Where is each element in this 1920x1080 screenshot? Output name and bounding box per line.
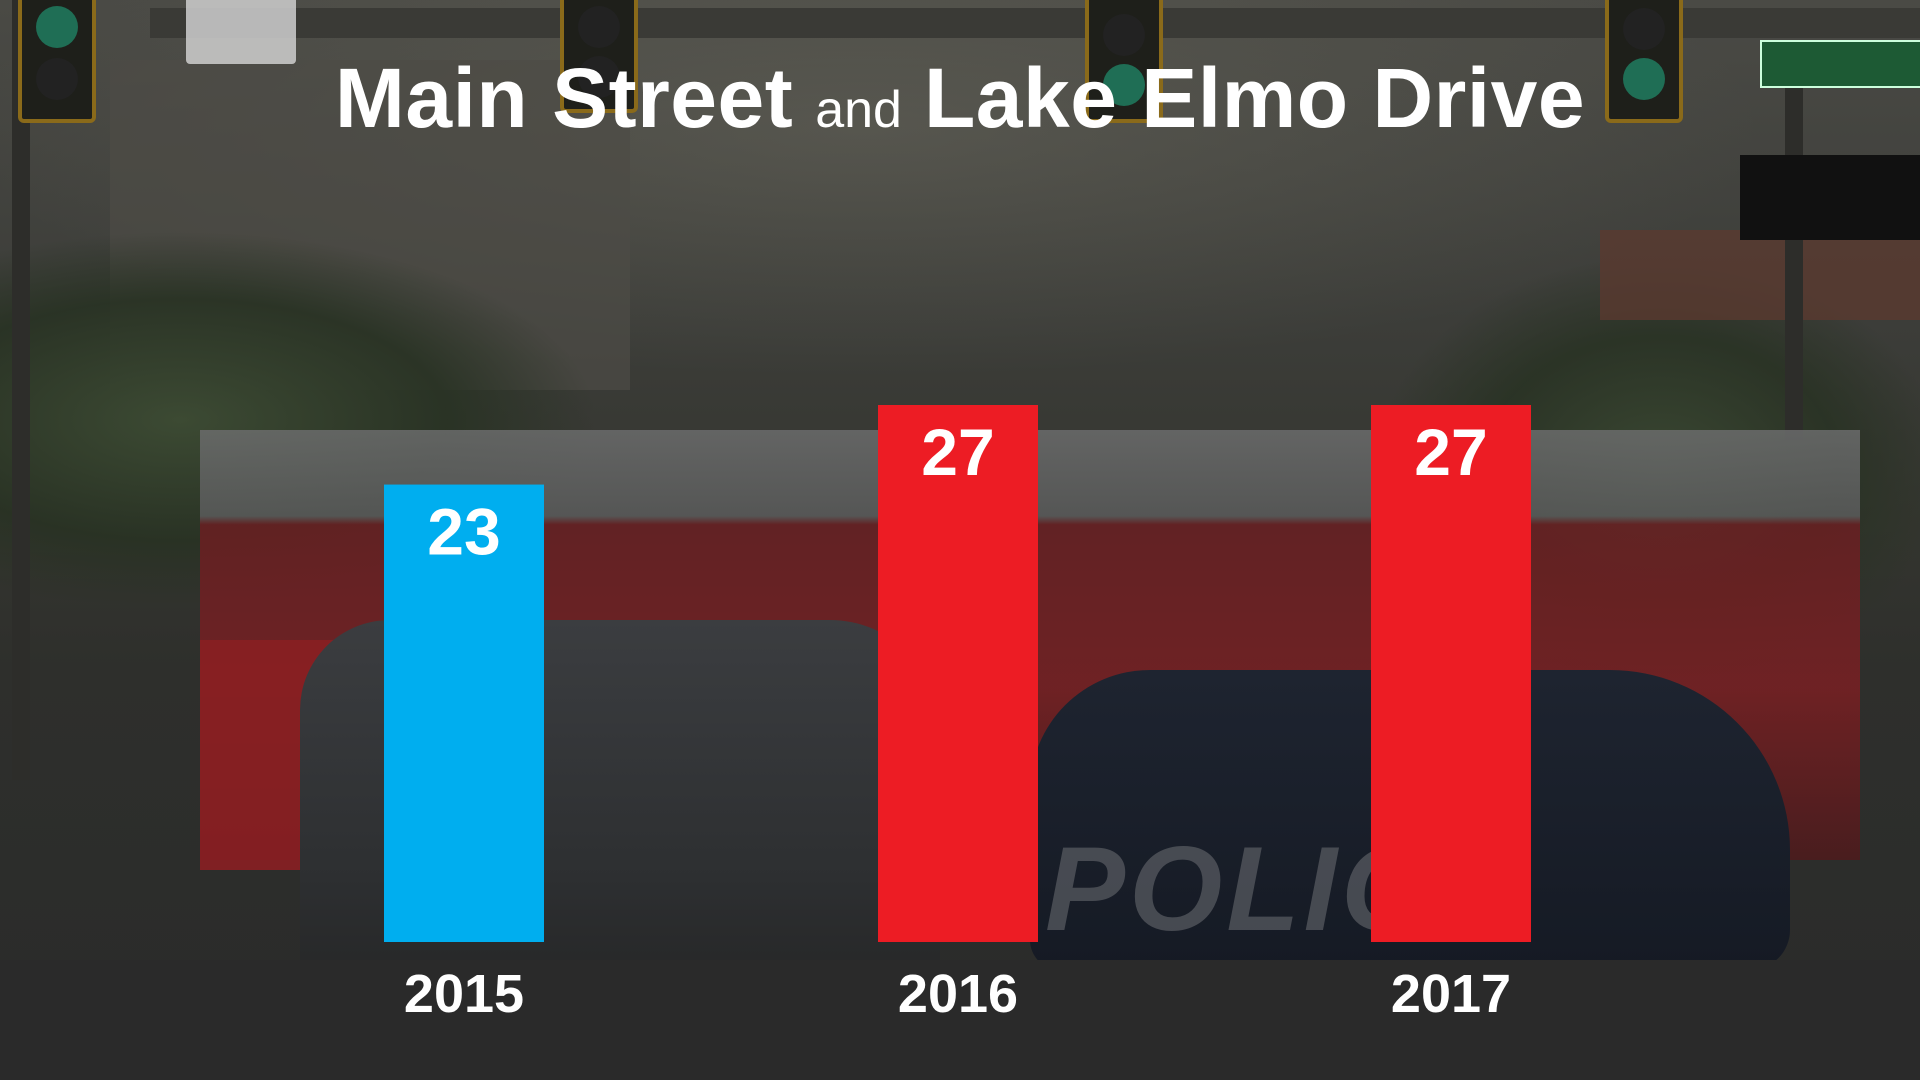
traffic-signal-4	[1605, 0, 1683, 123]
roof-right	[1600, 230, 1920, 320]
only-sign	[186, 0, 296, 64]
data-label-2015: 23	[427, 495, 500, 569]
x-tick-labels-group: 2015 2016 2017	[404, 964, 1511, 1024]
road	[0, 960, 1920, 1080]
street-sign	[1760, 40, 1920, 88]
bar-2017	[1371, 405, 1531, 942]
x-tick-label-2015: 2015	[404, 964, 524, 1024]
traffic-signal-1	[18, 0, 96, 123]
bars-group	[384, 405, 1531, 942]
signal-pole-left	[12, 0, 30, 780]
title-part-1: Main Street	[334, 51, 794, 145]
bar-2015	[384, 484, 544, 942]
data-labels-group: 23 27 27	[427, 415, 1487, 569]
traffic-signal-2	[560, 0, 638, 113]
x-tick-label-2017: 2017	[1391, 964, 1511, 1024]
title-connector: and	[815, 81, 902, 139]
data-label-2017: 27	[1414, 415, 1487, 489]
traffic-signal-3	[1085, 0, 1163, 123]
bar-2016	[878, 405, 1038, 942]
led-price-sign	[1740, 155, 1920, 240]
title-part-2: Lake Elmo Drive	[923, 51, 1586, 145]
chart-title: Main Street and Lake Elmo Drive	[0, 50, 1920, 147]
police-car-lettering: POLIC	[1045, 822, 1432, 956]
data-label-2016: 27	[921, 415, 994, 489]
x-tick-label-2016: 2016	[898, 964, 1018, 1024]
